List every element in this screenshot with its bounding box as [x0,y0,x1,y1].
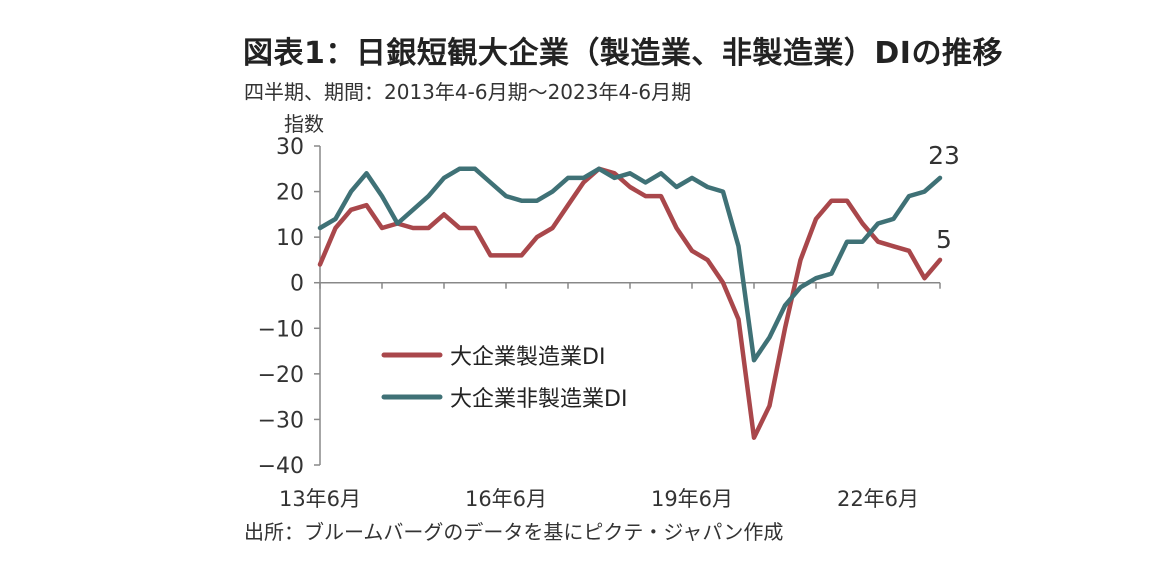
y-tick-label: 10 [276,226,304,251]
y-tick-label: −10 [258,317,304,342]
x-tick-label: 22年6月 [837,487,919,511]
y-tick-label: 30 [276,135,304,160]
end-label-non-manufacturing: 23 [928,141,960,170]
chart-title: 図表1：日銀短観大企業（製造業、非製造業）DIの推移 [243,36,1003,71]
y-tick-label: 0 [290,272,304,297]
legend-label: 大企業製造業DI [450,345,605,370]
legend-label: 大企業非製造業DI [450,387,627,412]
y-tick-label: −30 [258,408,304,433]
source-note: 出所：ブルームバーグのデータを基にピクテ・ジャパン作成 [244,520,784,544]
chart-subtitle: 四半期、期間：2013年4-6月期～2023年4-6月期 [244,80,692,104]
x-tick-label: 13年6月 [279,487,361,511]
x-tick-label: 19年6月 [651,487,733,511]
y-tick-label: 20 [276,181,304,206]
x-tick-label: 16年6月 [465,487,547,511]
y-tick-label: −20 [258,363,304,388]
series-line-manufacturing [317,166,943,440]
end-label-manufacturing: 5 [936,225,952,254]
y-axis-title: 指数 [284,112,324,136]
series-line-non-manufacturing [317,166,943,363]
y-tick-label: −40 [258,454,304,479]
